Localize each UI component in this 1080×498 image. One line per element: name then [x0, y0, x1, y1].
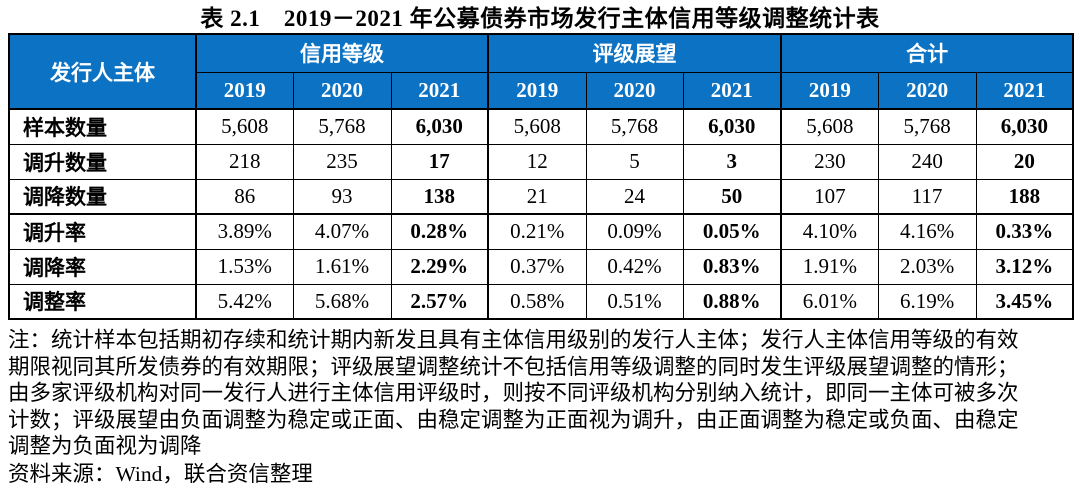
table-cell: 50	[682, 178, 782, 215]
year-header: 2021	[682, 71, 782, 110]
year-header: 2019	[195, 71, 294, 110]
year-header: 2019	[780, 71, 879, 110]
table-row-downgrade-rate: 调降率 1.53% 1.61% 2.29% 0.37% 0.42% 0.83% …	[8, 248, 1074, 285]
table-cell: 5,608	[780, 108, 879, 145]
data-source: 资料来源：Wind，联合资信整理	[8, 461, 313, 486]
table-cell: 6.01%	[780, 283, 879, 320]
table-cell: 235	[292, 143, 392, 180]
year-header: 2019	[487, 71, 587, 110]
header-year-row: 2019 2020 2021 2019 2020 2021 2019 2020 …	[9, 71, 1074, 110]
table-cell: 5,768	[585, 108, 684, 145]
table-cell: 0.83%	[682, 248, 782, 285]
table-cell: 5,608	[487, 108, 587, 145]
table-cell: 0.05%	[682, 213, 782, 250]
table-footnote: 注：统计样本包括期初存续和统计期内新发且具有主体信用级别的发行人主体；发行人主体…	[8, 327, 1072, 460]
table-cell: 117	[877, 178, 977, 215]
table-cell: 17	[390, 143, 489, 180]
table-cell: 0.33%	[975, 213, 1074, 250]
table-row-sample-count: 样本数量 5,608 5,768 6,030 5,608 5,768 6,030…	[8, 108, 1074, 145]
table-cell: 93	[292, 178, 392, 215]
table-cell: 0.51%	[585, 283, 684, 320]
table-cell: 21	[487, 178, 587, 215]
table-cell: 1.53%	[195, 248, 294, 285]
table-cell: 3	[682, 143, 782, 180]
table-cell: 4.10%	[780, 213, 879, 250]
table-cell: 0.21%	[487, 213, 587, 250]
footnote-line: 计数；评级展望由负面调整为稳定或正面、由稳定调整为正面视为调升，由正面调整为稳定…	[8, 407, 1019, 432]
table-row-downgrade-count: 调降数量 86 93 138 21 24 50 107 117 188	[8, 178, 1074, 215]
table-row-upgrade-count: 调升数量 218 235 17 12 5 3 230 240 20	[8, 143, 1074, 180]
table-row-adjustment-rate: 调整率 5.42% 5.68% 2.57% 0.58% 0.51% 0.88% …	[8, 283, 1074, 320]
footnote-line: 注：统计样本包括期初存续和统计期内新发且具有主体信用级别的发行人主体；发行人主体…	[8, 328, 1019, 352]
table-cell: 5.68%	[292, 283, 392, 320]
group-header-total: 合计	[780, 33, 1074, 73]
table-cell: 5,768	[877, 108, 977, 145]
table-cell: 0.09%	[585, 213, 684, 250]
table-cell: 5,608	[195, 108, 294, 145]
table-cell: 2.29%	[390, 248, 489, 285]
table-cell: 6,030	[975, 108, 1074, 145]
table-row-upgrade-rate: 调升率 3.89% 4.07% 0.28% 0.21% 0.09% 0.05% …	[8, 213, 1074, 250]
table-cell: 107	[780, 178, 879, 215]
row-label: 调升数量	[8, 143, 197, 180]
table-cell: 218	[195, 143, 294, 180]
year-header: 2020	[877, 71, 977, 110]
table-cell: 0.58%	[487, 283, 587, 320]
rating-adjustment-table: 发行人主体 信用等级 评级展望 合计 2019 2020 2021 2019 2…	[8, 33, 1075, 320]
table-cell: 3.45%	[975, 283, 1074, 320]
table-cell: 3.12%	[975, 248, 1074, 285]
footnote-line: 由多家评级机构对同一发行人进行主体信用评级时，则按不同评级机构分别纳入统计，即同…	[8, 381, 1019, 405]
row-label: 调整率	[8, 283, 197, 320]
table-cell: 2.57%	[390, 283, 489, 320]
table-cell: 1.61%	[292, 248, 392, 285]
table-cell: 230	[780, 143, 879, 180]
row-label: 调降数量	[8, 178, 197, 215]
table-cell: 5.42%	[195, 283, 294, 320]
table-cell: 0.28%	[390, 213, 489, 250]
year-header: 2021	[390, 71, 489, 110]
table-cell: 0.42%	[585, 248, 684, 285]
table-cell: 6,030	[390, 108, 489, 145]
year-header: 2020	[585, 71, 684, 110]
table-cell: 4.16%	[877, 213, 977, 250]
corner-header-issuer: 发行人主体	[8, 33, 197, 110]
table-cell: 5,768	[292, 108, 392, 145]
row-label: 样本数量	[8, 108, 197, 145]
group-header-rating-outlook: 评级展望	[487, 33, 782, 73]
row-label: 调降率	[8, 248, 197, 285]
table-cell: 240	[877, 143, 977, 180]
table-cell: 2.03%	[877, 248, 977, 285]
table-cell: 4.07%	[292, 213, 392, 250]
table-cell: 20	[975, 143, 1074, 180]
table-cell: 6.19%	[877, 283, 977, 320]
table-cell: 5	[585, 143, 684, 180]
table-cell: 24	[585, 178, 684, 215]
table-cell: 0.88%	[682, 283, 782, 320]
table-cell: 6,030	[682, 108, 782, 145]
footnote-line: 调整为负面视为调降	[8, 434, 202, 458]
table-cell: 86	[195, 178, 294, 215]
year-header: 2021	[975, 71, 1074, 110]
table-cell: 12	[487, 143, 587, 180]
group-header-credit-rating: 信用等级	[194, 33, 489, 73]
row-label: 调升率	[8, 213, 197, 250]
year-header: 2020	[292, 71, 392, 110]
table-cell: 3.89%	[195, 213, 294, 250]
table-cell: 1.91%	[780, 248, 879, 285]
header-group-row: 发行人主体 信用等级 评级展望 合计	[8, 33, 1074, 110]
table-cell: 138	[390, 178, 489, 215]
footnote-line: 期限视同其所发债券的有效期限；评级展望调整统计不包括信用等级调整的同时发生评级展…	[8, 354, 1019, 379]
table-cell: 188	[975, 178, 1074, 215]
table-title: 表 2.1 2019－2021 年公募债券市场发行主体信用等级调整统计表	[200, 6, 880, 31]
table-cell: 0.37%	[487, 248, 587, 285]
